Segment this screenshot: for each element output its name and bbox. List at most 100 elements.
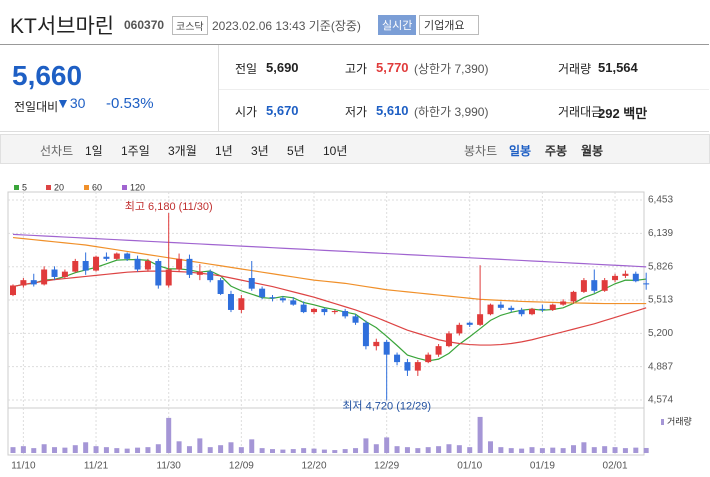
y-tick-label: 5,200 [648,328,673,339]
legend-label: 20 [54,182,64,192]
legend-swatch [14,185,19,190]
volume-bar [321,449,327,453]
tab[interactable]: 1년 [215,144,233,158]
x-tick-label: 02/01 [603,461,628,472]
company-dropdown[interactable]: 기업개요 [419,15,480,35]
volume-bar [301,448,307,453]
volume-bar [83,442,89,453]
candle-body [570,291,577,302]
volume-bar [62,447,68,453]
volume-bar [207,447,213,453]
quote-value: 5,690 [266,60,299,75]
ma-line [12,233,647,268]
volume-bar [218,445,224,453]
annotation: 최저 4,720 (12/29) [342,399,431,412]
quote-label: 거래량 [558,62,592,76]
change-value: 30 [69,95,86,111]
volume-bar [353,448,359,453]
candle-body [269,297,276,299]
volume-bar [31,448,37,453]
quote-value: 51,564 [598,60,638,75]
candle-body [248,278,255,289]
candle-body [560,301,567,305]
candle-body [435,346,442,355]
volume-bar [602,446,608,453]
volume-bar [176,441,182,453]
volume-bar [591,447,597,453]
volume-bar [436,446,442,453]
candle-body [300,304,307,313]
volume-bar [93,446,99,453]
quote-value: 5,670 [266,103,299,118]
row-divider [219,89,709,90]
tab[interactable]: 주봉 [545,144,568,158]
volume-bar [384,437,390,453]
x-tick-label: 12/29 [374,461,399,472]
volume-bar [155,444,161,453]
volume-bar [519,448,525,453]
volume-bar [166,417,172,453]
tab[interactable]: 1일 [85,144,103,158]
volume-bar [186,446,192,453]
volume-bar [259,448,265,453]
candle-body [155,260,162,286]
candle-body [580,280,587,292]
x-tick-label: 12/09 [229,461,254,472]
candle-body [165,269,172,286]
tab[interactable]: 5년 [287,144,305,158]
candle-body [383,341,390,355]
volume-bar [228,442,234,453]
volume-bar [311,448,317,453]
y-tick-label: 4,887 [648,361,673,372]
candle-body [176,258,183,270]
realtime-button[interactable]: 실시간 [378,15,417,35]
x-tick-label: 11/21 [84,461,109,472]
legend-swatch [661,419,664,425]
volume-bar [72,445,78,453]
tab[interactable]: 1주일 [121,144,150,158]
volume-bar [498,447,504,453]
volume-bar [280,449,286,453]
ma-line [12,270,647,346]
candle-body [591,280,598,291]
x-tick-label: 01/19 [530,461,555,472]
change-rate: -0.53% [106,95,154,112]
quote-label: 전일 [235,62,258,76]
volume-bar [508,448,514,453]
tab[interactable]: 10년 [323,144,348,158]
tab[interactable]: 3개월 [168,144,197,158]
volume-bar [270,449,275,453]
volume-bar [41,444,47,453]
volume-bar [342,449,348,453]
candle-body [311,308,318,313]
volume-bar [446,444,452,453]
volume-bar [550,447,556,453]
volume-bar [10,447,16,453]
candle-body [612,275,619,281]
title: KT서브마린 [10,15,115,38]
volume-bar [612,447,618,453]
candle-body [539,308,546,310]
volume-bar [487,441,493,453]
candle-body [82,260,89,271]
x-tick-label: 12/20 [302,461,327,472]
candle-body [144,260,151,270]
candle-body [414,362,421,371]
volume-bar [394,446,400,453]
candle-body [622,273,629,276]
candle-body [342,311,349,317]
candle-body [497,304,504,308]
tab[interactable]: 월봉 [581,144,604,158]
tab-group-label: 봉차트 [464,144,498,158]
legend-label: 5 [22,182,27,192]
tab[interactable]: 3년 [251,144,269,158]
quote-extra: (상한가 7,390) [414,62,489,76]
x-tick-label: 01/10 [457,461,482,472]
candle-body [10,285,16,296]
candle-body [259,288,266,298]
tab[interactable]: 일봉 [509,144,532,158]
y-tick-label: 6,453 [648,195,673,206]
candle-body [93,256,100,271]
x-tick-label: 11/10 [11,461,36,472]
